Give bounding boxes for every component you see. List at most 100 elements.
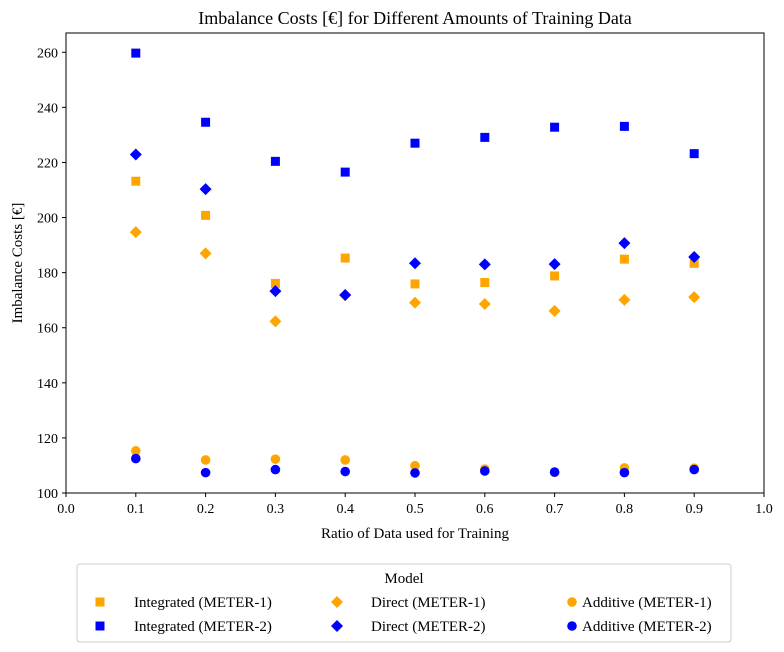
x-tick-label: 1.0 (755, 502, 773, 517)
data-point (270, 464, 281, 475)
data-point (688, 250, 701, 263)
legend-item: Integrated (METER-2) (95, 619, 272, 635)
data-point (689, 149, 699, 159)
x-tick-label: 0.3 (267, 502, 285, 517)
legend-label: Direct (METER-1) (371, 595, 486, 611)
legend-marker (95, 597, 105, 607)
y-tick-label: 140 (37, 377, 58, 392)
data-point (201, 210, 211, 220)
y-tick-label: 180 (37, 267, 58, 282)
data-point (200, 467, 211, 478)
series (131, 176, 699, 289)
y-tick-label: 100 (37, 487, 58, 502)
chart-title: Imbalance Costs [€] for Different Amount… (198, 8, 632, 28)
data-point (689, 464, 699, 475)
series (129, 148, 701, 301)
legend-label: Additive (METER-2) (582, 619, 712, 635)
data-point (131, 453, 141, 464)
legend-marker (567, 621, 577, 631)
data-point (410, 468, 420, 478)
legend-marker (95, 621, 105, 631)
y-axis-label: Imbalance Costs [€] (10, 203, 26, 324)
legend-marker (331, 620, 343, 632)
legend-marker (567, 597, 577, 607)
data-point (200, 455, 211, 465)
legend-item: Additive (METER-1) (567, 595, 712, 611)
data-point (689, 258, 699, 268)
data-point (410, 460, 420, 471)
y-tick-label: 240 (37, 101, 58, 116)
plot-area-frame (65, 32, 765, 494)
x-tick-label: 0.0 (57, 502, 75, 517)
legend-label: Additive (METER-1) (582, 595, 712, 611)
x-tick-label: 0.9 (685, 502, 703, 517)
ticks: 0.0 0.1 0.2 0.3 0.4 0.5 0.6 0.7 0.8 0.9 1.0 100 120 1… (37, 46, 773, 517)
x-tick-label: 0.7 (546, 502, 564, 517)
x-tick-label: 0.2 (197, 502, 215, 517)
data-point (199, 247, 212, 260)
y-tick-label: 200 (37, 212, 58, 227)
data-point (339, 288, 352, 301)
legend-label: Integrated (METER-2) (134, 619, 272, 635)
x-axis-label: Ratio of Data used for Training (321, 526, 509, 542)
y-tick-label: 220 (37, 156, 58, 171)
y-tick-label: 160 (37, 322, 58, 337)
data-point (129, 226, 142, 239)
series (131, 453, 699, 478)
x-tick-label: 0.4 (336, 502, 354, 517)
data-point (269, 285, 282, 298)
data-point (550, 271, 560, 281)
data-point (340, 455, 351, 465)
legend-item: Direct (METER-2) (331, 619, 486, 635)
x-tick-label: 0.5 (406, 502, 424, 517)
x-tick-label: 0.6 (476, 502, 494, 517)
y-tick-label: 260 (37, 46, 58, 61)
data-point (619, 467, 630, 478)
legend-frame (76, 563, 732, 643)
data-point (478, 258, 491, 271)
legend-item: Additive (METER-2) (567, 619, 712, 635)
legend-marker (331, 596, 343, 608)
legend-item: Integrated (METER-1) (95, 595, 272, 611)
data-point (409, 296, 421, 309)
data-point (131, 176, 141, 186)
data-point (618, 293, 631, 306)
legend-item: Direct (METER-1) (331, 595, 486, 611)
data-point (199, 183, 212, 196)
data-point (201, 117, 211, 127)
x-tick-label: 0.8 (616, 502, 634, 517)
data-point (549, 467, 560, 477)
data-point (478, 298, 491, 311)
data-marks (129, 48, 701, 478)
legend-label: Direct (METER-2) (371, 619, 486, 635)
x-tick-label: 0.1 (127, 502, 145, 517)
data-point (548, 304, 561, 317)
data-point (410, 138, 420, 148)
legend-title: Model (384, 571, 423, 587)
data-point (129, 148, 142, 161)
data-point (270, 156, 280, 166)
data-point (480, 466, 490, 476)
data-point (480, 278, 490, 288)
data-point (618, 237, 631, 250)
data-point (548, 258, 561, 271)
data-point (340, 167, 350, 177)
data-point (619, 254, 629, 264)
data-point (270, 278, 280, 288)
data-point (269, 315, 282, 328)
data-point (131, 48, 141, 58)
legend-label: Integrated (METER-1) (134, 595, 272, 611)
series (131, 48, 699, 177)
data-point (340, 253, 350, 263)
data-point (409, 257, 421, 270)
series (129, 226, 701, 328)
y-tick-label: 120 (37, 432, 58, 447)
data-point (340, 466, 351, 477)
data-point (410, 279, 420, 289)
legend: Model Integrated (METER-1)Integrated (ME… (76, 563, 732, 643)
data-point (619, 121, 629, 131)
legend-items: Integrated (METER-1) Integrated (METER-2)… (95, 595, 712, 635)
data-point (480, 132, 490, 142)
data-point (131, 446, 141, 456)
